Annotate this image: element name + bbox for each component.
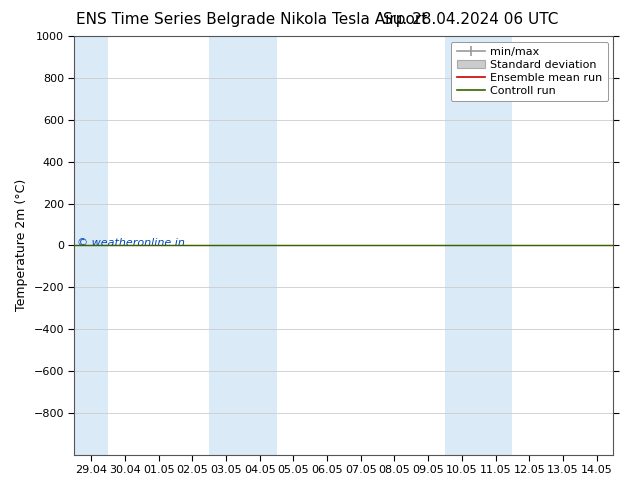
Y-axis label: Temperature 2m (°C): Temperature 2m (°C) — [15, 179, 28, 312]
Text: Su. 28.04.2024 06 UTC: Su. 28.04.2024 06 UTC — [382, 12, 558, 27]
Bar — [209, 36, 276, 455]
Legend: min/max, Standard deviation, Ensemble mean run, Controll run: min/max, Standard deviation, Ensemble me… — [451, 42, 608, 101]
Bar — [445, 36, 512, 455]
Text: ENS Time Series Belgrade Nikola Tesla Airport: ENS Time Series Belgrade Nikola Tesla Ai… — [76, 12, 427, 27]
Bar — [74, 36, 108, 455]
Text: © weatheronline.in: © weatheronline.in — [77, 238, 185, 248]
